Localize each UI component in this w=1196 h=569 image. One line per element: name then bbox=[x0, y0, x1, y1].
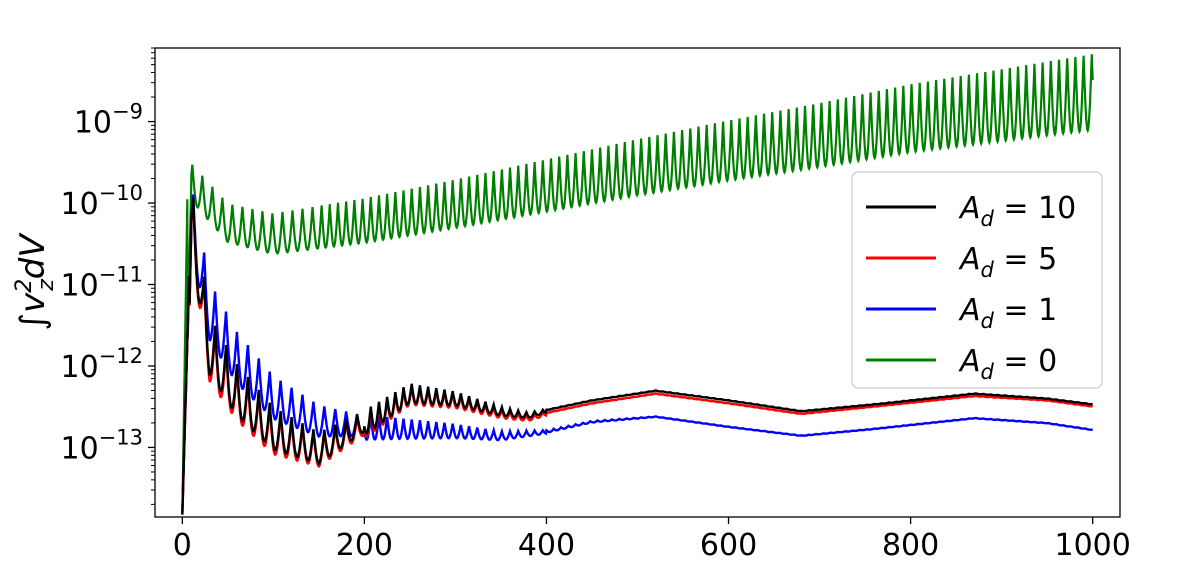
series-line-3 bbox=[181, 54, 1094, 515]
legend-label-1: Ad = 5 bbox=[958, 242, 1057, 282]
y-axis-label: ∫v2zdV bbox=[12, 232, 59, 331]
y-tick-label: 10−11 bbox=[60, 263, 143, 304]
y-tick-label: 10−10 bbox=[60, 181, 143, 222]
x-tick-label: 400 bbox=[518, 528, 575, 563]
y-axis-label-text: ∫v2zdV bbox=[12, 232, 59, 331]
y-tick-label: 10−13 bbox=[60, 425, 143, 466]
series-line-0 bbox=[181, 197, 1093, 515]
legend: Ad = 10 Ad = 5 Ad = 1 Ad = 0 bbox=[851, 171, 1103, 389]
series-line-2 bbox=[181, 194, 1093, 515]
legend-label-2: Ad = 1 bbox=[958, 293, 1057, 333]
x-tick-label: 800 bbox=[882, 528, 939, 563]
axes: 0 200 400 600 800 1000 10−13 10−12 10−11 10−10 10−… bbox=[60, 47, 1131, 563]
x-tick-label: 600 bbox=[700, 528, 757, 563]
legend-box bbox=[851, 171, 1103, 389]
x-tick-label: 200 bbox=[336, 528, 393, 563]
x-tick-label: 0 bbox=[173, 528, 192, 563]
y-tick-label: 10−12 bbox=[60, 344, 143, 385]
legend-label-0: Ad = 10 bbox=[958, 191, 1076, 231]
x-tick-label: 1000 bbox=[1055, 528, 1131, 563]
legend-label-3: Ad = 0 bbox=[958, 344, 1057, 384]
series-lines bbox=[181, 54, 1094, 515]
plot-frame bbox=[154, 47, 1121, 518]
y-tick-label: 10−9 bbox=[74, 100, 143, 141]
